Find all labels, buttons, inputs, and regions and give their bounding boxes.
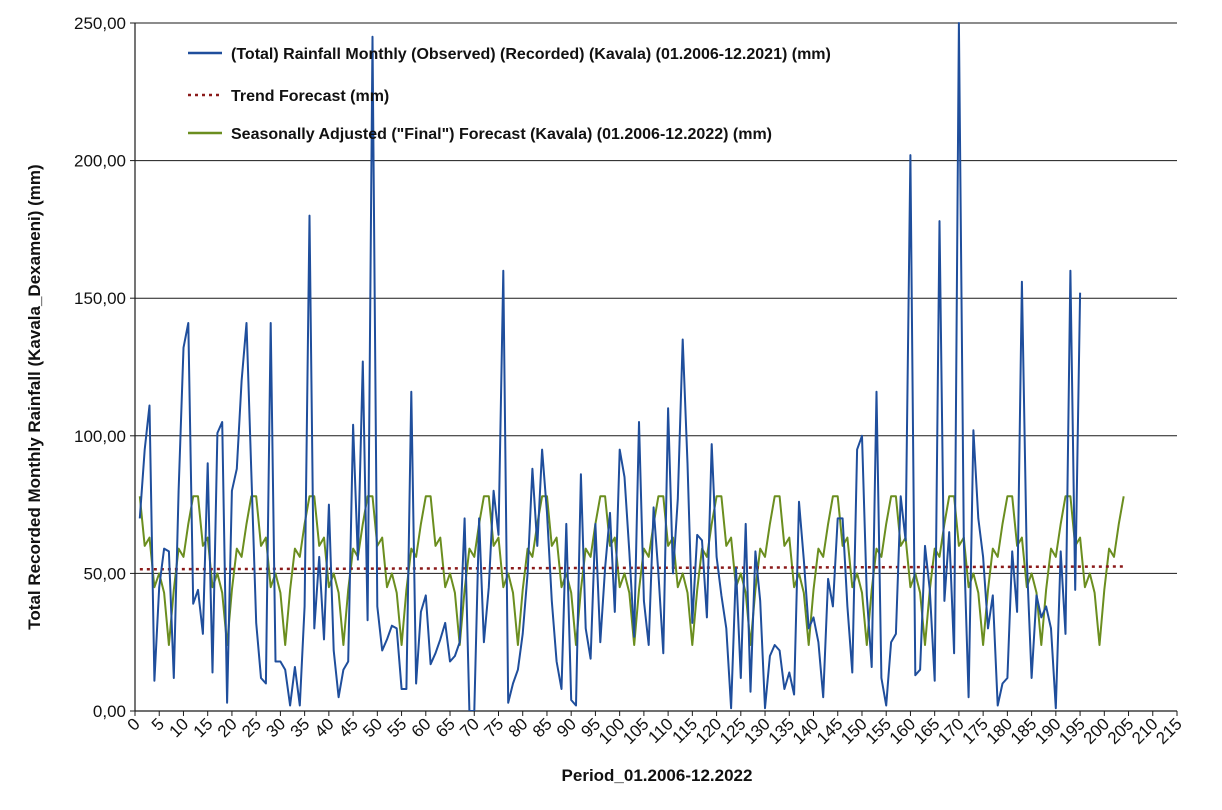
x-tick-label: 80 [505, 714, 532, 741]
x-tick-label: 75 [481, 714, 508, 741]
series-trend-forecast-line [139, 565, 1124, 571]
x-tick-label: 85 [529, 714, 556, 741]
x-tick-label: 30 [262, 714, 289, 741]
y-tick-label: 150,00 [74, 289, 126, 308]
x-tick-label: 50 [359, 714, 386, 741]
x-tick-label: 40 [311, 714, 338, 741]
x-tick-label: 45 [335, 714, 362, 741]
x-tick-label: 60 [408, 714, 435, 741]
y-axis-title: Total Recorded Monthly Rainfall (Kavala_… [25, 164, 44, 629]
legend: (Total) Rainfall Monthly (Observed) (Rec… [188, 46, 831, 143]
y-tick-label: 100,00 [74, 427, 126, 446]
legend-label: (Total) Rainfall Monthly (Observed) (Rec… [231, 46, 831, 63]
x-tick-label: 35 [287, 714, 314, 741]
legend-item-trend: Trend Forecast (mm) [188, 88, 389, 105]
x-tick-label: 15 [190, 714, 217, 741]
x-tick-label: 25 [238, 714, 265, 741]
y-tick-label: 250,00 [74, 14, 126, 33]
legend-label: Trend Forecast (mm) [231, 88, 389, 105]
y-tick-label: 50,00 [83, 564, 126, 583]
y-tick-label: 0,00 [93, 702, 126, 721]
legend-label: Seasonally Adjusted ("Final") Forecast (… [231, 126, 772, 143]
x-tick-label: 55 [384, 714, 411, 741]
x-tick-label: 20 [214, 714, 241, 741]
series-seasonal-forecast-line [138, 495, 1125, 646]
x-tick-label: 65 [432, 714, 459, 741]
y-tick-label: 200,00 [74, 152, 126, 171]
x-tick-label: 70 [456, 714, 483, 741]
series-observed-rainfall-line [138, 22, 1082, 711]
x-tick-label: 0 [124, 714, 144, 734]
x-tick-label: 5 [148, 714, 168, 734]
x-tick-label: 215 [1152, 714, 1185, 747]
x-axis-title: Period_01.2006-12.2022 [562, 766, 753, 785]
legend-item-seasonal: Seasonally Adjusted ("Final") Forecast (… [188, 126, 772, 143]
axes [130, 22, 1178, 716]
x-tick-label: 90 [553, 714, 580, 741]
series-lines [138, 22, 1125, 711]
legend-item-observed: (Total) Rainfall Monthly (Observed) (Rec… [188, 46, 831, 63]
x-tick-label: 10 [165, 714, 192, 741]
